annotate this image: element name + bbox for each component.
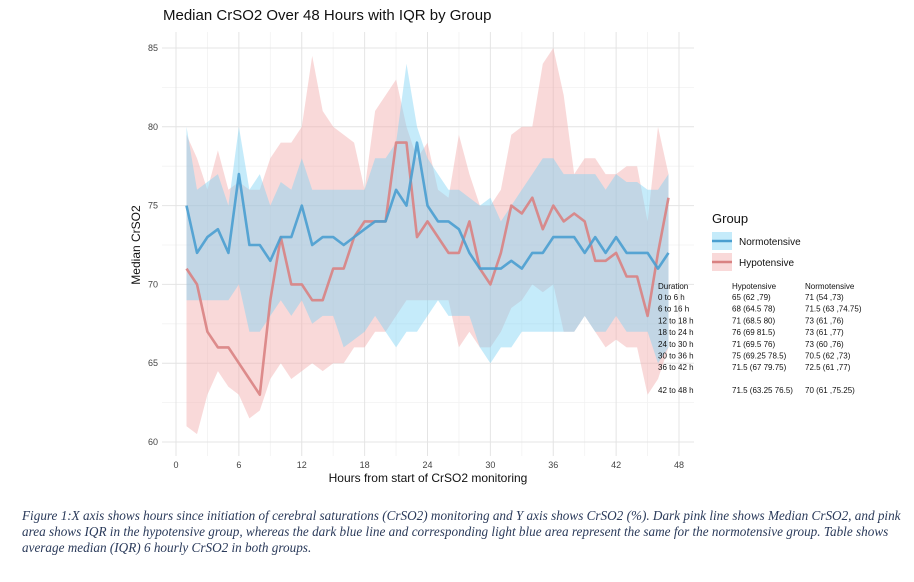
x-axis-label: Hours from start of CrSO2 monitoring [329,471,528,485]
table-cell: 71 (54 ,73) [805,293,844,302]
y-tick-label: 65 [148,358,158,368]
legend: Group Normotensive Hypotensive [712,211,801,271]
table-cell: 71.5 (63 ,74.75) [805,305,862,314]
legend-label-hypotensive: Hypotensive [739,258,794,269]
table-cell: 68 (64.5 78) [732,305,775,314]
table-cell: 76 (69 81.5) [732,328,775,337]
table-cell: 71 (68.5 80) [732,316,775,325]
grid [162,32,694,456]
axes: 60 65 70 75 80 85 0 6 12 18 24 30 36 42 48 [148,43,684,470]
table-cell: 72.5 (61 ,77) [805,363,851,372]
median-line-normotensive [185,141,670,270]
table-header: Hypotensive [732,282,777,291]
table-cell: 73 (60 ,76) [805,340,844,349]
x-tick-label: 12 [297,460,307,470]
table-cell: 71.5 (63.25 76.5) [732,386,793,395]
x-tick-label: 0 [173,460,178,470]
y-tick-label: 60 [148,437,158,447]
x-tick-label: 18 [360,460,370,470]
x-tick-label: 48 [674,460,684,470]
table-cell: 73 (61 ,76) [805,316,844,325]
table-cell: 12 to 18 h [658,316,694,325]
table-cell: 71.5 (67 79.75) [732,363,787,372]
table-cell: 30 to 36 h [658,352,694,361]
y-tick-label: 85 [148,43,158,53]
table-cell: 70.5 (62 ,73) [805,352,851,361]
legend-label-normotensive: Normotensive [739,237,801,248]
x-tick-label: 24 [422,460,432,470]
table-cell: 36 to 42 h [658,363,694,372]
table-header: Duration [658,282,688,291]
legend-title: Group [712,211,748,226]
x-tick-label: 6 [236,460,241,470]
x-tick-label: 36 [548,460,558,470]
table-cell: 24 to 30 h [658,340,694,349]
x-tick-label: 30 [485,460,495,470]
table-cell: 75 (69.25 78.5) [732,352,787,361]
median-lines [185,141,670,397]
iqr-bands [186,48,669,435]
median-line-hypotensive [185,141,670,397]
table-cell: 6 to 16 h [658,305,689,314]
chart-title: Median CrSO2 Over 48 Hours with IQR by G… [163,7,491,24]
iqr-band-normotensive [186,63,669,364]
y-tick-label: 75 [148,201,158,211]
x-tick-label: 42 [611,460,621,470]
table-cell: 65 (62 ,79) [732,293,771,302]
y-axis-label: Median CrSO2 [129,205,143,285]
y-tick-label: 80 [148,122,158,132]
y-tick-label: 70 [148,279,158,289]
chart: Median CrSO2 Over 48 Hours with IQR by G… [129,7,862,485]
iqr-band-hypotensive [186,48,669,435]
table-cell: 73 (61 ,77) [805,328,844,337]
table-cell: 70 (61 ,75.25) [805,386,855,395]
table-header: Normotensive [805,282,855,291]
summary-table: Duration Hypotensive Normotensive 0 to 6 h 6… [658,282,862,395]
table-cell: 0 to 6 h [658,293,685,302]
table-cell: 71 (69.5 76) [732,340,775,349]
figure-caption: Figure 1:X axis shows hours since initia… [22,508,901,555]
table-cell: 42 to 48 h [658,386,694,395]
table-cell: 18 to 24 h [658,328,694,337]
